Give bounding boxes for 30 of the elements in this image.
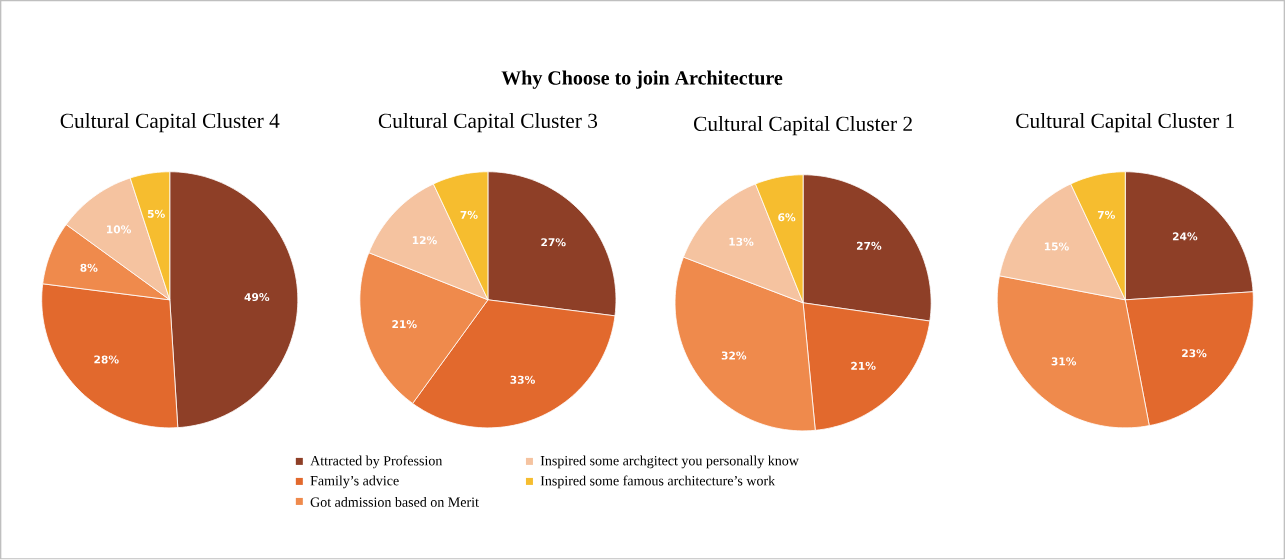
data-label: 32% — [721, 351, 747, 360]
chart-title: Cultural Capital Cluster 1 — [1016, 113, 1234, 133]
data-label: 15% — [1044, 242, 1069, 251]
data-label: 27% — [541, 238, 566, 247]
chart-title: Cultural Capital Cluster 3 — [378, 113, 598, 133]
data-label: 21% — [392, 320, 417, 329]
chart-title: Cultural Capital Cluster 4 — [60, 113, 280, 133]
data-label: 49% — [244, 293, 270, 302]
data-label: 10% — [107, 225, 132, 234]
legend-label: Got admission based on Merit — [310, 497, 479, 508]
data-label: 27% — [856, 241, 882, 251]
legend-label: Family’s advice — [310, 475, 399, 489]
legend-label: Inspired some famous architecture’s work — [540, 475, 776, 489]
data-label: 21% — [851, 361, 876, 371]
data-label: 23% — [1182, 349, 1207, 358]
data-label: 12% — [412, 236, 437, 245]
data-label: 7% — [460, 210, 478, 220]
data-label: 5% — [147, 209, 165, 219]
text: Why Choose to join Architecture — [501, 70, 783, 89]
legend-label: Attracted by Profession — [310, 455, 443, 469]
data-label: 13% — [729, 237, 754, 246]
data-label: 33% — [510, 375, 535, 384]
data-label: 8% — [80, 263, 98, 272]
data-label: 31% — [1051, 357, 1077, 366]
data-label: 7% — [1097, 210, 1115, 220]
legend-label: Inspired some archgitect you personally know — [540, 455, 799, 469]
data-label: 28% — [94, 355, 119, 364]
data-label: 24% — [1172, 232, 1198, 241]
data-label: 6% — [778, 213, 796, 222]
chart-title: Cultural Capital Cluster 2 — [694, 116, 912, 136]
